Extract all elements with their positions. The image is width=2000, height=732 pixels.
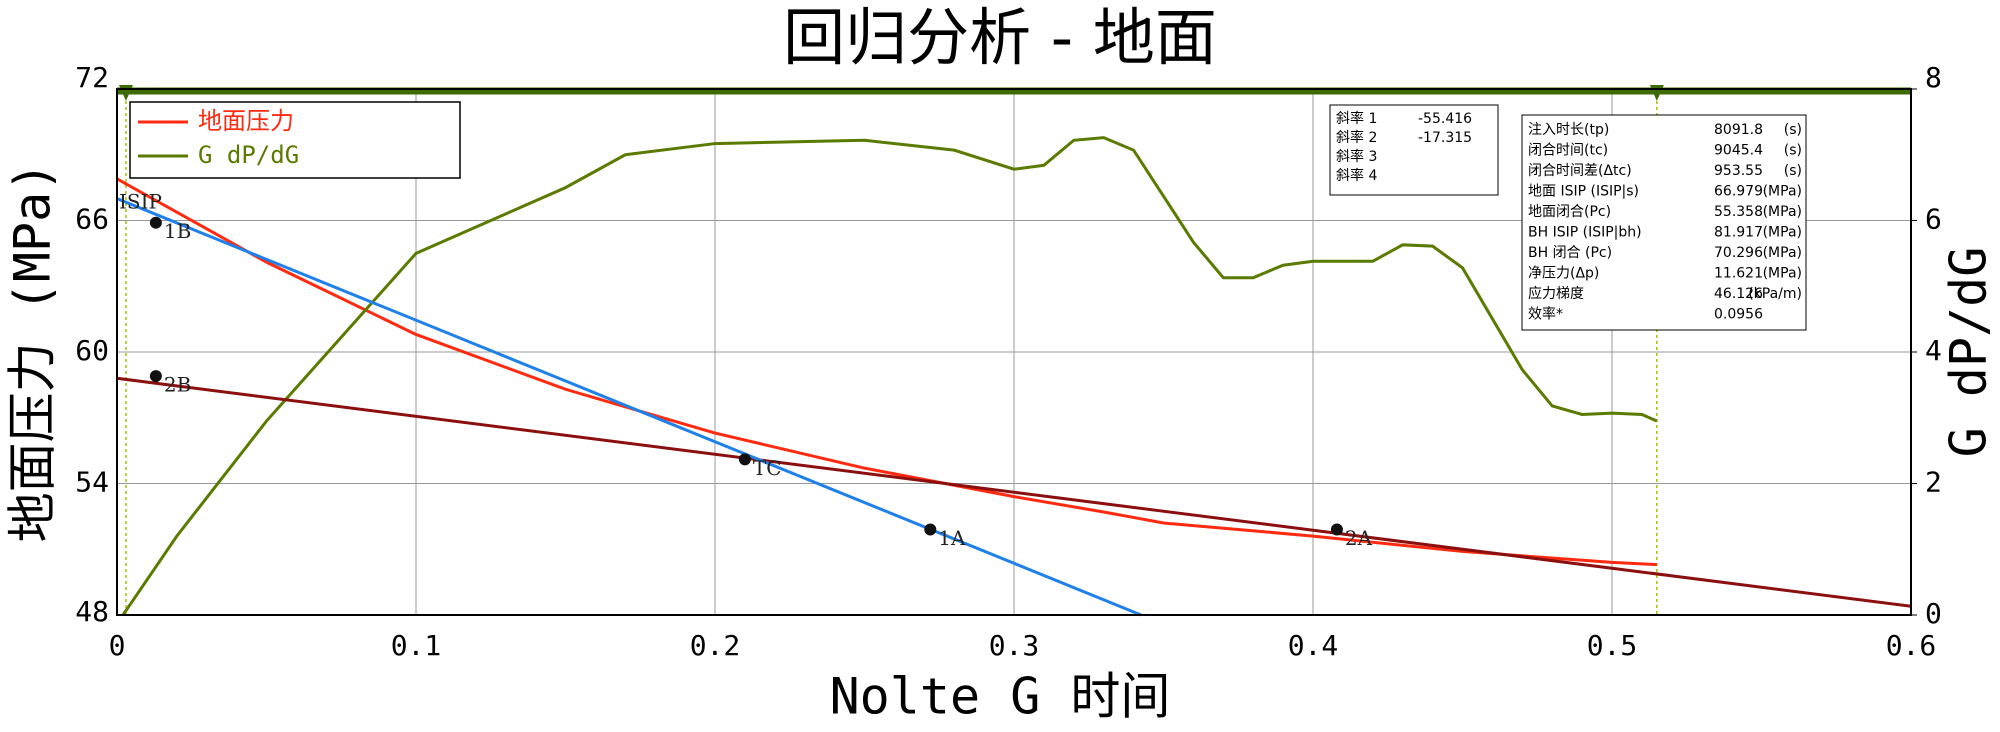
point-label: 2A [1345,526,1373,550]
x-tick-label: 0.1 [391,629,442,662]
slope-value: -17.315 [1418,130,1472,146]
slope-label: 斜率 2 [1336,129,1377,146]
slope-box [1329,104,1499,196]
regression-point [149,370,162,383]
series-line [121,136,1658,616]
param-unit: (MPa) [1763,266,1802,282]
param-unit: (MPa) [1763,245,1802,261]
param-unit: (MPa) [1763,184,1802,200]
legend-label: G dP/dG [198,141,299,169]
x-tick-label: 0.2 [690,629,741,662]
y2-tick-label: 4 [1925,334,1942,367]
param-value: 66.979 [1714,184,1763,200]
x-axis-label: Nolte G 时间 [830,668,1171,726]
param-label: 地面 ISIP (ISIP|s) [1528,184,1639,200]
param-value: 9045.4 [1714,143,1763,159]
param-unit: (s) [1784,143,1802,159]
x-tick-label: 0.3 [989,629,1040,662]
param-unit: (s) [1784,122,1802,138]
y2-tick-label: 2 [1925,466,1942,499]
param-value: 81.917 [1714,225,1763,241]
params-box [1521,114,1807,331]
slope-label: 斜率 4 [1336,167,1377,184]
slope-label: 斜率 3 [1336,148,1377,165]
param-value: 55.358 [1714,204,1763,220]
chart-title: 回归分析 - 地面 [783,1,1217,74]
y2-axis-label: G dP/dG [1940,247,1998,458]
y2-tick-label: 8 [1925,61,1942,94]
param-label: 闭合时间(tc) [1528,143,1608,159]
point-label: 2B [164,373,191,397]
param-label: BH ISIP (ISIP|bh) [1528,225,1642,241]
legend-box [129,101,461,179]
param-label: 净压力(Δp) [1528,266,1599,282]
param-unit: (kPa/m) [1748,286,1802,302]
x-tick-label: 0 [109,629,126,662]
slope-label: 斜率 1 [1336,110,1377,127]
series-line [116,197,1142,617]
param-label: 地面闭合(Pc) [1528,204,1611,220]
param-value: 70.296 [1714,245,1763,261]
param-value: 953.55 [1714,163,1763,179]
param-unit: (s) [1784,163,1802,179]
x-tick-label: 0.4 [1288,629,1339,662]
param-value: 0.0956 [1714,307,1763,323]
y2-tick-label: 0 [1925,597,1942,630]
y-tick-label: 72 [75,61,109,94]
param-value: 46.126 [1714,286,1763,302]
param-label: BH 闭合 (Pc) [1528,245,1612,261]
param-value: 8091.8 [1714,122,1763,138]
point-label: TC [753,456,782,480]
regression-point [738,453,751,466]
y2-tick-label: 6 [1925,203,1942,236]
y-tick-label: 60 [75,334,109,367]
point-label: ISIP [119,189,162,213]
regression-point [149,216,162,229]
regression-point [1330,523,1343,536]
y-tick-label: 66 [75,203,109,236]
point-label: 1B [164,219,191,243]
param-unit: (MPa) [1763,225,1802,241]
series-line [116,376,1912,608]
legend-label: 地面压力 [198,107,294,135]
x-tick-label: 0.6 [1886,629,1937,662]
param-unit: (MPa) [1763,204,1802,220]
series-line [116,177,1657,567]
slope-value: -55.416 [1418,111,1472,127]
x-tick-label: 0.5 [1587,629,1638,662]
plot-border [116,88,1912,616]
param-label: 效率* [1528,306,1563,323]
param-label: 闭合时间差(Δtc) [1528,163,1632,179]
param-value: 11.621 [1714,266,1763,282]
y-axis-label: 地面压力 (MPa) [4,162,62,543]
y-tick-label: 48 [75,595,109,628]
regression-point [924,523,937,536]
point-label: 1A [938,526,966,550]
y-tick-label: 54 [75,466,109,499]
param-label: 应力梯度 [1528,285,1584,302]
param-label: 注入时长(tp) [1528,122,1609,138]
